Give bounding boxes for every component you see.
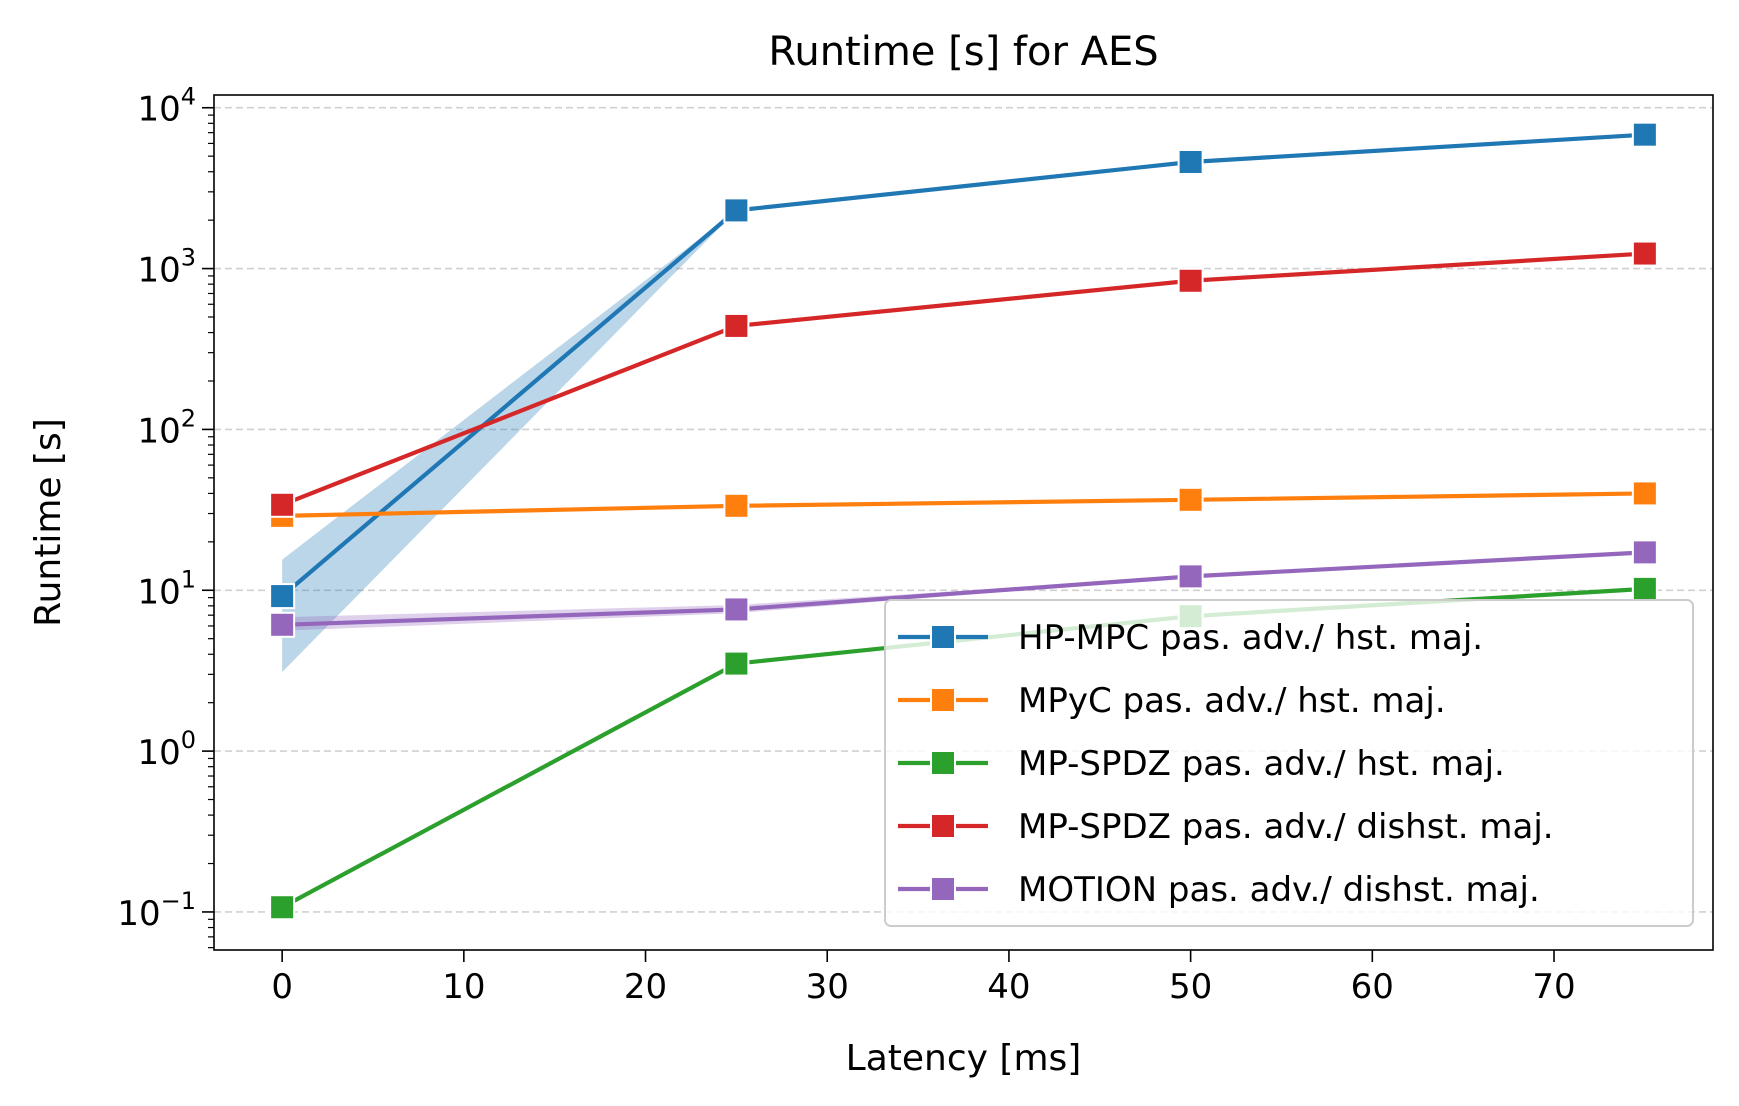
- x-tick-label: 60: [1351, 967, 1394, 1007]
- legend: HP-MPC pas. adv./ hst. maj. MPyC pas. adv…: [884, 599, 1694, 927]
- legend-box: [884, 599, 1694, 927]
- y-tick-exponent: 4: [181, 83, 196, 111]
- y-tick-exponent: 2: [181, 404, 196, 432]
- data-point: [1177, 267, 1204, 294]
- x-tick-label: 20: [624, 967, 667, 1007]
- y-axis-label: Runtime [s]: [28, 418, 69, 627]
- x-tick-label: 50: [1169, 967, 1212, 1007]
- data-point: [1177, 148, 1204, 175]
- legend-swatch-marker: [930, 813, 956, 839]
- data-point: [1177, 563, 1204, 590]
- data-point: [1177, 486, 1204, 513]
- y-tick-exponent: 0: [181, 726, 196, 754]
- legend-label: MP-SPDZ pas. adv./ dishst. maj.: [1018, 807, 1554, 847]
- data-point: [1631, 240, 1658, 267]
- y-tick-label: 104: [137, 83, 196, 130]
- legend-label: MPyC pas. adv./ hst. maj.: [1018, 681, 1446, 721]
- data-point: [723, 312, 750, 339]
- y-tick-exponent: −1: [161, 887, 196, 915]
- series-line: [282, 550, 1645, 627]
- data-point: [1631, 480, 1658, 507]
- series-line: [280, 132, 1645, 598]
- legend-label: MP-SPDZ pas. adv./ hst. maj.: [1018, 744, 1505, 784]
- x-axis-label: Latency [ms]: [846, 1038, 1082, 1079]
- data-point: [723, 650, 750, 677]
- data-point: [269, 583, 296, 610]
- y-tick-exponent: 3: [181, 244, 196, 272]
- x-tick-label: 10: [442, 967, 485, 1007]
- legend-swatch-marker: [930, 687, 956, 713]
- data-point: [1631, 575, 1658, 602]
- y-tick-label: 101: [137, 565, 196, 612]
- legend-swatch-marker: [930, 750, 956, 776]
- data-point: [723, 197, 750, 224]
- y-tick-exponent: 1: [181, 565, 196, 593]
- series-line: [282, 491, 1645, 518]
- x-tick-label: 70: [1532, 967, 1575, 1007]
- data-point: [1631, 121, 1658, 148]
- plot-frame: [213, 94, 1714, 951]
- x-tick-label: 40: [987, 967, 1030, 1007]
- legend-label: HP-MPC pas. adv./ hst. maj.: [1018, 618, 1483, 658]
- data-point: [269, 491, 296, 518]
- data-point: [269, 611, 296, 638]
- x-tick-label: 30: [806, 967, 849, 1007]
- legend-label: MOTION pas. adv./ dishst. maj.: [1018, 870, 1540, 910]
- x-tick-label: 0: [271, 967, 293, 1007]
- series-line: [281, 251, 1645, 507]
- legend-swatch-marker: [930, 876, 956, 902]
- data-point: [269, 894, 296, 921]
- data-point: [723, 596, 750, 623]
- series-markers: [269, 121, 1658, 921]
- series-lines: [280, 132, 1645, 910]
- data-point: [723, 492, 750, 519]
- chart-title: Runtime [s] for AES: [768, 29, 1158, 75]
- data-point: [1631, 539, 1658, 566]
- legend-swatch-marker: [930, 624, 956, 650]
